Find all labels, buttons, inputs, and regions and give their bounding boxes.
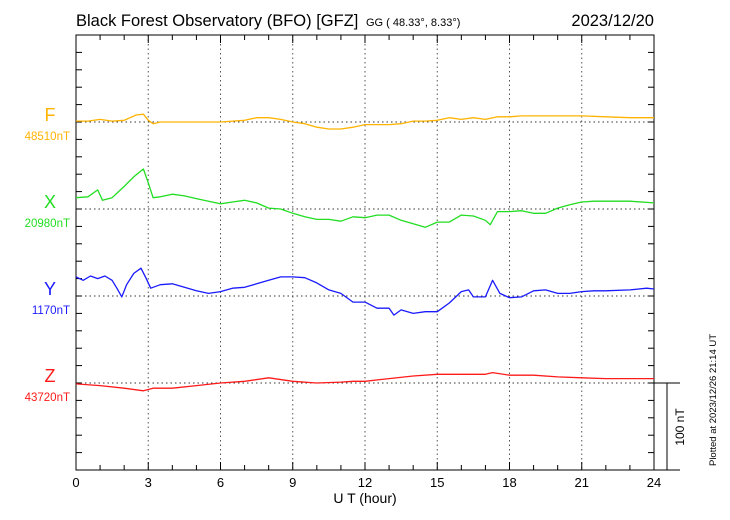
plotted-timestamp: Plotted at 2023/12/26 21:14 UT [708,334,719,466]
series-line-x [75,168,655,228]
series-group [75,113,655,392]
series-line-f [76,113,654,130]
x-tick-label: 0 [72,475,79,490]
scale-bar-label: 100 nT [673,408,687,446]
x-tick-label: 24 [647,475,661,490]
x-tick-label: 9 [289,475,296,490]
series-name-z: Z [45,366,56,386]
x-axis-label: U T (hour) [333,490,396,506]
scale-bar: 100 nT [654,382,687,471]
baseline-value-z: 43720nT [25,392,70,404]
series-labels: F 48510nT X 20980nT Y 1170nT Z 43720nT [25,105,70,404]
x-tick-label: 12 [358,475,372,490]
baseline-value-y: 1170nT [32,305,70,317]
station-coords: GG ( 48.33°, 8.33°) [366,17,460,29]
series-name-f: F [45,105,56,125]
x-tick-label: 3 [145,475,152,490]
x-tick-label: 18 [502,475,516,490]
baseline-value-x: 20980nT [25,218,70,230]
x-tick-labels: 0 3 6 9 12 15 18 21 24 [72,475,661,490]
axis-ticks [76,34,654,471]
x-tick-label: 21 [575,475,589,490]
series-line-z [75,371,654,392]
series-name-x: X [44,192,56,212]
series-name-y: Y [44,279,56,299]
x-tick-label: 15 [430,475,444,490]
chart-date: 2023/12/20 [571,12,654,30]
baseline-value-f: 48510nT [25,131,70,143]
grid [76,35,654,470]
x-tick-label: 6 [217,475,224,490]
series-line-y [75,267,655,316]
chart-title: Black Forest Observatory (BFO) [GFZ] [76,12,358,30]
